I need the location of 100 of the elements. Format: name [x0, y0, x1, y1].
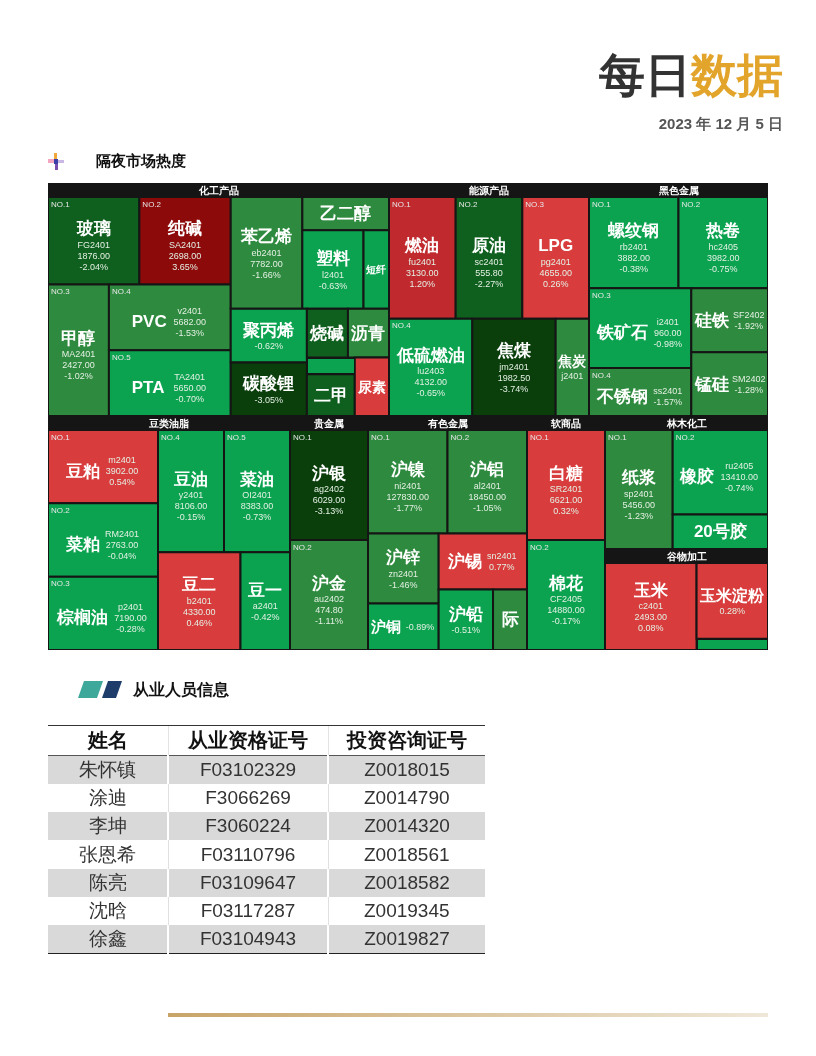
text: p2401: [117, 601, 144, 612]
data-label: -0.89%: [405, 621, 435, 632]
category-label: 姓名: [48, 725, 168, 756]
category-label: 投资咨询证号: [328, 725, 485, 756]
text: jm2401: [499, 361, 529, 372]
category-label: 原油: [471, 236, 506, 256]
data-label: -0.74%: [725, 482, 754, 493]
text: 能源产品: [469, 185, 509, 196]
text: 徐鑫: [88, 928, 127, 950]
text: 谷物加工: [665, 551, 707, 562]
data-label: -1.05%: [472, 502, 502, 513]
text: 3982.00: [706, 252, 740, 263]
text: 14880.00: [547, 605, 585, 616]
text: sc2401: [474, 256, 504, 267]
data-label: 0.26%: [542, 278, 569, 289]
text: NO.5: [227, 432, 246, 442]
category-label: 燃油: [404, 236, 440, 256]
data-label: -0.98%: [653, 338, 682, 349]
data-label: -0.42%: [250, 612, 280, 623]
text: Z0014320: [364, 815, 450, 837]
text: 1876.00: [77, 250, 110, 261]
text: i2401: [656, 316, 679, 327]
category-label: 橡胶: [679, 467, 715, 487]
text: sp2401: [624, 488, 654, 499]
data-label: -3.05%: [254, 394, 284, 405]
category-label: 际: [501, 610, 519, 630]
text: hc2405: [708, 241, 739, 252]
data-label: 3.65%: [172, 261, 198, 272]
category-label: 菜粕: [64, 535, 100, 554]
category-label: 焦炭: [557, 354, 588, 370]
category-label: 玻璃: [75, 219, 111, 239]
text: 3130.00: [406, 267, 439, 278]
data-label: -1.46%: [389, 579, 418, 590]
text: NO.4: [111, 287, 131, 297]
text: rb2401: [619, 241, 648, 252]
text: NO.2: [530, 542, 549, 552]
text: Z0019827: [364, 928, 450, 950]
text: 5456.00: [622, 499, 656, 510]
data-label: 0.28%: [719, 606, 746, 617]
text: 4132.00: [414, 377, 447, 388]
text: OI2401: [242, 490, 272, 501]
text: NO.1: [608, 432, 627, 442]
text: F03110796: [200, 843, 296, 865]
text: F3060224: [205, 815, 291, 837]
text: NO.1: [371, 432, 390, 442]
text: Z0018561: [363, 843, 450, 865]
text: NO.2: [681, 199, 701, 209]
text: ag2402: [313, 484, 345, 495]
category-label: 纸浆: [620, 468, 656, 487]
category-label: 低硫燃油: [395, 345, 465, 365]
category-label: 二甲: [313, 385, 348, 405]
text: NO.2: [293, 542, 312, 552]
text: 张恩希: [79, 843, 137, 865]
text: Z0018015: [364, 758, 450, 780]
text: y2401: [178, 490, 204, 501]
category-label: 沪金: [311, 573, 346, 593]
category-label: 沪锌: [385, 547, 421, 567]
category-label: 白糖: [549, 463, 583, 483]
category-label: 铁矿石: [595, 323, 648, 343]
category-label: 沪铝: [469, 460, 505, 480]
category-label: 焦煤: [496, 341, 532, 361]
text: 8383.00: [240, 501, 274, 512]
text: 8106.00: [174, 501, 208, 512]
text: m2401: [108, 455, 136, 466]
category-label: 螺纹钢: [607, 221, 660, 241]
category-label: 豆一: [247, 580, 283, 600]
text: SA2401: [169, 239, 202, 250]
text: 2698.00: [168, 250, 202, 261]
text: SR2401: [549, 484, 583, 495]
text: 隔夜市场热度: [96, 151, 186, 171]
text: 涂迪: [88, 786, 127, 808]
category-label: PTA: [131, 378, 165, 398]
data-label: -0.65%: [416, 388, 445, 399]
text: j2401: [561, 370, 584, 381]
category-label: 从业资格证号: [168, 725, 328, 756]
category-label: 乙二醇: [320, 204, 372, 224]
text: c2401: [638, 601, 664, 612]
text: 黑色金属: [657, 185, 699, 196]
data-label: -3.74%: [499, 383, 529, 394]
data-label: -2.04%: [79, 261, 108, 272]
text: NO.1: [51, 432, 70, 442]
category-label: 甲醇: [61, 328, 96, 348]
data-label: -1.23%: [624, 510, 654, 521]
text: RM2401: [104, 528, 140, 539]
text: 5650.00: [173, 382, 206, 393]
text: 555.80: [475, 267, 503, 278]
category-label: 棕榈油: [56, 608, 109, 628]
category-label: 聚丙烯: [242, 320, 295, 340]
text: NO.2: [675, 432, 695, 442]
text: 127830.00: [386, 491, 430, 502]
text: F03102329: [199, 758, 297, 780]
text: Z0014790: [363, 786, 450, 808]
text: 2023 年 12 月 5 日: [658, 114, 783, 134]
text: 沈晗: [88, 900, 127, 922]
category-label: PVC: [131, 312, 167, 332]
text: 林木化工: [665, 418, 707, 429]
category-label: 碳酸锂: [242, 374, 295, 394]
text: au2402: [313, 594, 345, 605]
text: 李坤: [88, 815, 127, 837]
text: al2401: [473, 480, 501, 491]
